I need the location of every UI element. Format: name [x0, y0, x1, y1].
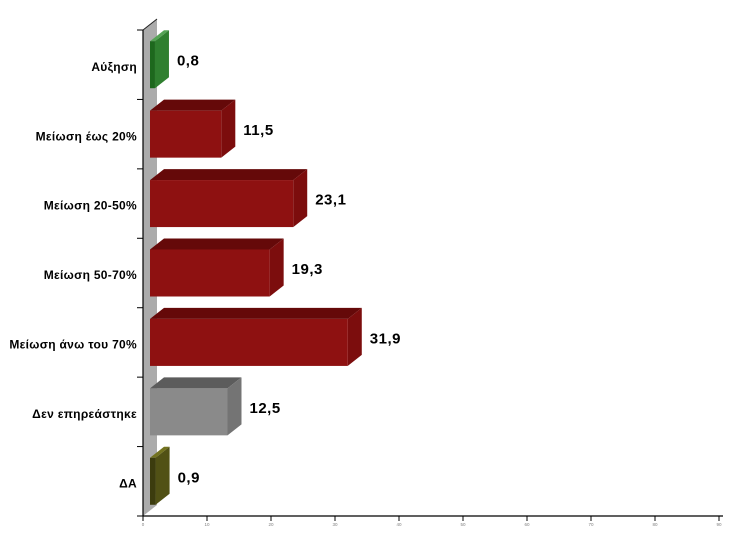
bar-front-face [150, 180, 294, 228]
bar-top-face [150, 169, 308, 181]
x-axis-tick-label: 40 [396, 522, 402, 527]
value-label: 0,8 [177, 53, 199, 70]
bar-top-face [150, 99, 236, 111]
bar-top-face [150, 30, 169, 42]
value-label: 23,1 [315, 192, 346, 209]
value-label: 12,5 [250, 400, 281, 417]
bar-side-face [154, 30, 169, 89]
bar-side-face [293, 169, 308, 228]
bar-top-face [150, 446, 170, 458]
value-label: 19,3 [292, 261, 323, 278]
bar-side-face [227, 377, 242, 436]
bar-top-face [150, 238, 284, 250]
bar-top-face [150, 307, 362, 319]
bar-side-face [155, 446, 170, 505]
category-label: Μείωση έως 20% [36, 129, 137, 143]
x-axis-tick-label: 0 [142, 522, 145, 527]
bar-front-face [150, 249, 270, 297]
bar-front-face [150, 110, 222, 158]
value-label: 31,9 [370, 330, 401, 347]
value-label: 0,9 [178, 469, 200, 486]
bar-front-face [150, 318, 348, 366]
bar-front-face [150, 388, 228, 436]
bar-side-face [269, 238, 284, 297]
category-label: Δεν επηρεάστηκε [32, 407, 137, 421]
bar-front-face [150, 457, 156, 505]
x-axis-tick-label: 20 [268, 522, 274, 527]
bar-front-face [150, 41, 155, 89]
bar-top-face [150, 377, 242, 389]
x-axis-tick-label: 70 [588, 522, 594, 527]
category-label: Αύξηση [91, 60, 137, 74]
value-label: 11,5 [243, 122, 273, 139]
wall-top-edge [142, 18, 158, 31]
x-axis-tick-label: 90 [716, 522, 722, 527]
category-label: Μείωση 20-50% [44, 199, 137, 213]
x-axis-tick-label: 50 [460, 522, 466, 527]
x-axis-tick-label: 80 [652, 522, 658, 527]
bar-side-face [347, 307, 362, 366]
category-label: ΔΑ [119, 476, 137, 490]
bar-side-face [221, 99, 236, 158]
x-axis-tick-label: 30 [332, 522, 338, 527]
category-label: Μείωση άνω του 70% [9, 338, 137, 352]
category-label: Μείωση 50-70% [44, 268, 137, 282]
x-axis-tick-label: 60 [524, 522, 530, 527]
x-axis-tick-label: 10 [204, 522, 210, 527]
